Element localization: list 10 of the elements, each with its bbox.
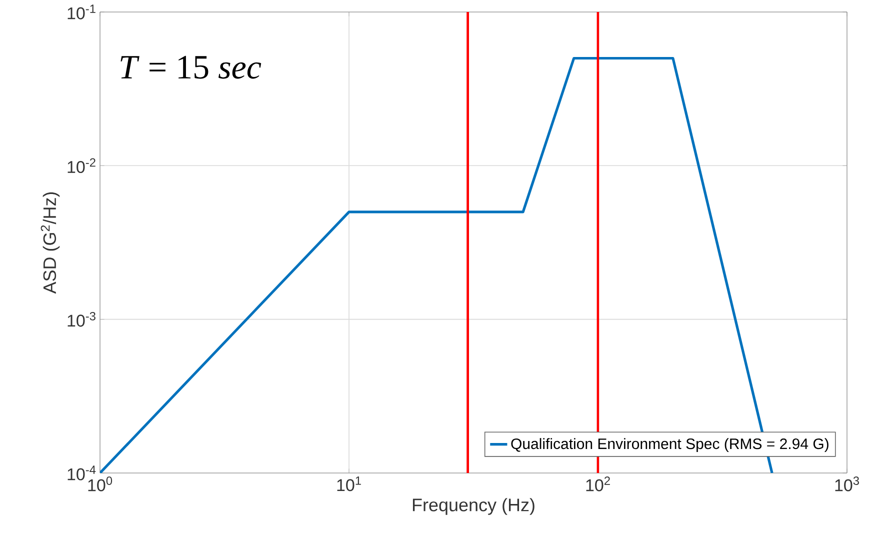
y-tick-label: 10$^{-1}$	[68, 4, 96, 20]
x-axis-title: Frequency (Hz)	[412, 498, 534, 515]
y-tick-label: 10$^{-3}$	[68, 312, 96, 327]
x-tick-label: 10$^{1}$	[337, 476, 361, 492]
x-tick-label: 10$^{3}$	[835, 476, 859, 492]
y-axis-title: ASD (G$^{2}$/Hz)	[40, 192, 60, 294]
y-tick-label: 10$^{-2}$	[68, 158, 96, 174]
legend-label: Qualification Environment Spec (RMS = 2.94 G)	[511, 438, 828, 452]
x-tick-label: 10$^{2}$	[586, 476, 610, 492]
annotation: T = 15 sec	[120, 56, 262, 79]
